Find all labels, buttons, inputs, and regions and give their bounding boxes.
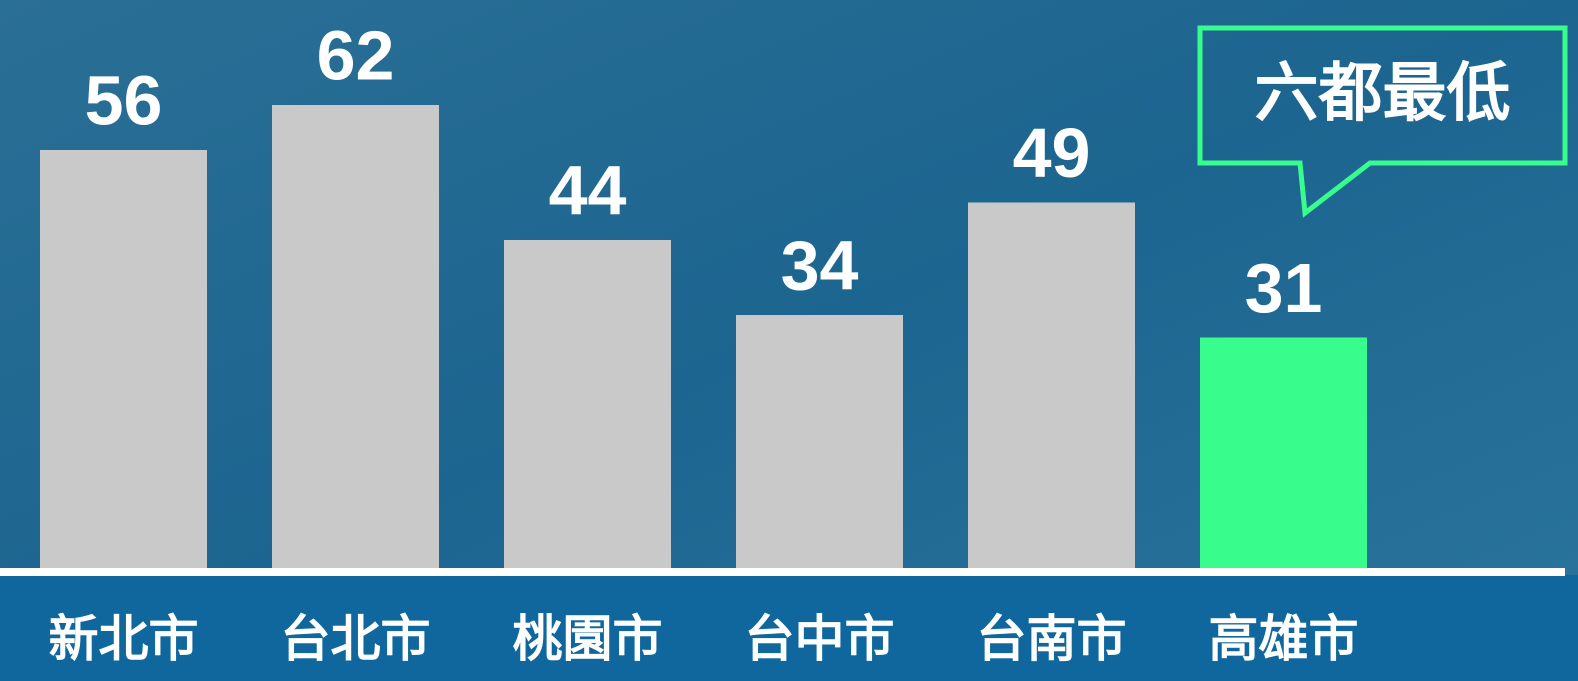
- annotation-callout: [1197, 25, 1568, 218]
- value-label: 62: [317, 16, 395, 94]
- x-tick-label: 桃園市: [513, 611, 663, 667]
- x-tick-label: 台北市: [281, 611, 431, 667]
- x-tick-label: 高雄市: [1209, 611, 1359, 667]
- bar: [272, 105, 439, 570]
- x-tick-label: 新北市: [49, 611, 199, 667]
- value-label: 34: [781, 226, 859, 304]
- value-label: 56: [85, 61, 163, 139]
- bar: [736, 315, 903, 570]
- plot: 56 新北市 62 台北市 44 桃園市 34 台中市 49 台南市 31 高雄市 六都最低: [40, 16, 1568, 667]
- value-label: 44: [549, 151, 627, 229]
- label-band: [0, 575, 1578, 681]
- value-label: 49: [1013, 114, 1091, 192]
- bar: [1200, 337, 1367, 570]
- baseline: [0, 568, 1565, 576]
- x-tick-label: 台南市: [977, 611, 1127, 667]
- bar: [968, 202, 1135, 570]
- bar: [40, 150, 207, 570]
- x-tick-label: 台中市: [745, 611, 895, 667]
- bar: [504, 240, 671, 570]
- value-label: 31: [1245, 249, 1323, 327]
- annotation-text: 六都最低: [1255, 57, 1511, 129]
